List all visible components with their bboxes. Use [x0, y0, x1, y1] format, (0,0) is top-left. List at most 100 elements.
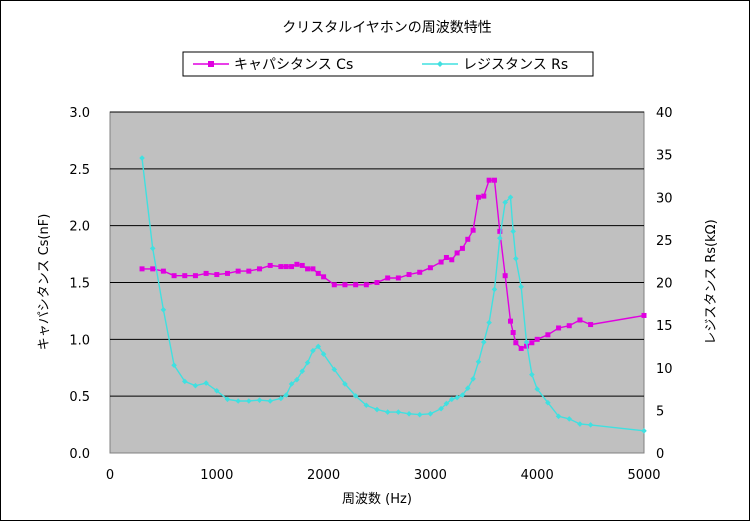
data-point-rs [416, 411, 423, 418]
data-point-rs [470, 376, 476, 382]
data-point-rs [214, 387, 220, 394]
legend-label-rs: レジスタンス Rs [463, 57, 568, 73]
data-point-rs [320, 351, 327, 357]
data-point-rs [192, 382, 199, 389]
data-point-rs [481, 339, 487, 345]
data-point-cs [289, 264, 295, 270]
left-tick-label: 2.0 [69, 220, 90, 235]
data-point-rs [171, 362, 177, 368]
data-point-rs [278, 395, 284, 402]
data-point-cs [305, 266, 311, 272]
data-point-cs [406, 272, 412, 278]
data-point-rs [395, 409, 402, 415]
data-point-cs [395, 275, 401, 281]
series-line-rs [141, 157, 645, 432]
data-point-cs [331, 282, 337, 288]
left-tick-label: 1.5 [69, 277, 90, 292]
data-point-cs [160, 268, 166, 274]
x-tick-label: 3000 [414, 468, 447, 483]
data-point-cs [374, 280, 380, 285]
data-point-rs [448, 396, 455, 403]
data-point-rs [331, 366, 338, 373]
legend-swatch-cs-marker [208, 61, 214, 67]
data-point-rs [246, 398, 252, 404]
data-point-rs [363, 402, 370, 409]
right-tick-label: 15 [656, 319, 673, 334]
data-point-cs [235, 268, 241, 274]
data-point-rs [374, 406, 380, 413]
data-point-rs [267, 398, 273, 404]
data-point-cs [475, 194, 481, 200]
data-point-rs [342, 381, 348, 387]
data-point-rs [427, 410, 434, 417]
data-point-rs [523, 339, 530, 345]
left-axis-label: キャパシタンス Cs(nF) [37, 214, 52, 351]
x-tick-labels: 0 1000 2000 3000 4000 5000 [106, 468, 661, 483]
data-point-cs [294, 261, 300, 267]
data-point-cs [529, 340, 535, 346]
data-point-cs [518, 345, 524, 351]
data-point-rs [438, 405, 444, 412]
legend-swatch-rs-marker [437, 61, 443, 67]
data-point-rs [497, 235, 503, 241]
data-point-rs [299, 368, 306, 374]
data-point-rs [529, 371, 535, 378]
data-point-cs [534, 336, 540, 342]
data-point-rs [181, 378, 188, 385]
data-point-rs [256, 397, 263, 403]
data-point-cs [139, 266, 145, 272]
data-point-cs [342, 282, 348, 288]
gridlines [110, 111, 644, 397]
right-tick-label: 5 [656, 404, 664, 419]
data-point-cs [171, 273, 177, 279]
data-point-cs [449, 257, 455, 263]
right-tick-label: 20 [656, 277, 673, 292]
data-point-cs [459, 245, 465, 251]
data-point-cs [310, 266, 316, 272]
data-point-cs [278, 264, 284, 270]
legend-box [182, 51, 594, 77]
data-point-rs [203, 380, 209, 386]
legend-label-cs: キャパシタンス Cs [234, 57, 353, 73]
data-point-cs [267, 262, 273, 268]
right-tick-label: 30 [656, 191, 673, 206]
data-point-cs [491, 177, 497, 183]
data-point-rs [288, 381, 295, 387]
data-point-cs [192, 273, 198, 279]
x-axis-label: 周波数 (Hz) [342, 492, 412, 507]
data-point-rs [510, 228, 516, 235]
data-point-cs [577, 317, 583, 323]
data-point-cs [224, 270, 230, 276]
data-point-cs [353, 282, 359, 288]
data-point-cs [257, 266, 263, 272]
data-point-cs [385, 275, 391, 281]
series-line-cs [142, 179, 645, 350]
series-layer [139, 155, 647, 434]
data-point-cs [182, 273, 188, 279]
left-tick-label: 3.0 [69, 106, 90, 121]
data-point-rs [577, 421, 583, 427]
right-tick-label: 40 [656, 106, 673, 121]
data-point-cs [214, 272, 220, 278]
x-tick-label: 1000 [200, 468, 233, 483]
data-point-rs [513, 255, 519, 262]
data-point-cs [417, 269, 423, 275]
data-point-cs [465, 236, 471, 242]
data-point-cs [246, 268, 252, 274]
data-point-rs [406, 410, 412, 417]
data-point-rs [518, 283, 524, 290]
data-point-rs [224, 396, 231, 403]
data-point-cs [508, 318, 513, 324]
legend: キャパシタンス Cs レジスタンス Rs [182, 51, 594, 77]
left-tick-label: 0.0 [69, 447, 90, 462]
right-tick-label: 0 [656, 447, 664, 462]
left-tick-label: 2.5 [69, 163, 90, 178]
data-point-rs [160, 306, 167, 313]
x-tick-label: 0 [106, 468, 114, 483]
data-point-rs [475, 358, 482, 365]
data-point-rs [491, 286, 498, 293]
data-point-rs [139, 155, 145, 161]
data-point-rs [235, 398, 241, 404]
